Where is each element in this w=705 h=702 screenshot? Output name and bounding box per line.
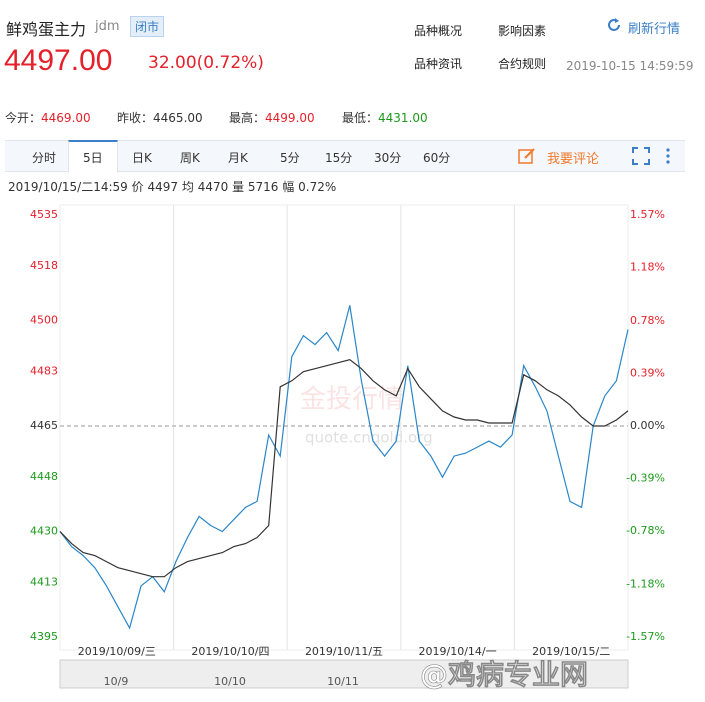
tab[interactable]: 分时 — [32, 151, 57, 165]
series-line — [59, 305, 629, 630]
stat-value: 4499.00 — [265, 111, 315, 125]
stat-value: 4469.00 — [41, 111, 91, 125]
y-tick-label: 4500 — [30, 314, 58, 327]
info-label: 价 — [131, 180, 144, 194]
watermark-url: quote.cngold.org — [305, 429, 433, 447]
y-tick-label: 4518 — [30, 259, 58, 272]
link[interactable]: 合约规则 — [498, 57, 547, 71]
stat: 最低：4431.00 — [342, 111, 428, 125]
active-tab-bg — [68, 140, 118, 173]
stat-label: 昨收 — [117, 111, 142, 125]
y-tick-label: 4430 — [30, 525, 58, 538]
y2-tick-label: 1.18% — [630, 260, 665, 273]
y2-tick-label: 0.39% — [630, 367, 665, 380]
x-tick-label: 2019/10/14/一 — [419, 645, 497, 658]
status-badge: 闭市 — [130, 16, 165, 37]
tab-bar: 分时 5日 日K 周K 月K 5分 15分 30分 60分 我要评论 — [5, 140, 685, 173]
tab[interactable]: 5日 — [83, 151, 103, 165]
tab[interactable]: 日K — [132, 151, 152, 165]
tool-icons[interactable] — [632, 147, 682, 165]
watermark-logo: 金投行情 — [300, 385, 404, 415]
x-tick-label: 2019/10/15/二 — [532, 645, 610, 658]
y-tick-label: 4535 — [30, 208, 58, 221]
tab[interactable]: 30分 — [374, 151, 402, 165]
y2-tick-label: 0.78% — [630, 314, 665, 327]
plot-border — [59, 204, 629, 651]
timestamp: 2019-10-15 14:59:59 — [566, 59, 694, 73]
info-value: 4470 — [197, 180, 229, 194]
info-time: 2019/10/15/二14:59 — [8, 180, 128, 194]
comment[interactable]: 我要评论 — [547, 152, 600, 167]
tab[interactable]: 月K — [228, 151, 248, 165]
watermark: @鸡病专业网 — [420, 658, 588, 691]
series-line — [59, 359, 629, 578]
y-tick-label: 4395 — [30, 630, 58, 643]
y-tick-label: 4465 — [30, 419, 58, 432]
refresh[interactable]: 刷新行情 — [628, 22, 681, 37]
y-tick-label: 4483 — [30, 365, 58, 378]
info-value: 4497 — [147, 180, 179, 194]
link[interactable]: 品种概况 — [414, 24, 463, 38]
y2-tick-label: -1.57% — [626, 630, 665, 643]
tab[interactable]: 周K — [180, 151, 200, 165]
tab[interactable]: 5分 — [280, 151, 300, 165]
navigator-label: 10/11 — [327, 675, 359, 688]
stat-label: 今开 — [5, 111, 30, 125]
price: 4497.00 — [4, 44, 113, 77]
tab[interactable]: 60分 — [423, 151, 451, 165]
stat-label: 最高 — [229, 111, 254, 125]
navigator-label: 10/10 — [214, 675, 246, 688]
link[interactable]: 品种资讯 — [414, 57, 463, 71]
refresh-icon[interactable] — [606, 17, 622, 33]
info-label: 量 — [232, 180, 245, 194]
quote-info: 2019/10/15/二14:59 价 4497 均 4470 量 5716 幅… — [8, 178, 336, 195]
comment-icon[interactable] — [518, 147, 536, 165]
navigator-label: 10/9 — [104, 675, 129, 688]
title: 鲜鸡蛋主力 — [6, 20, 87, 39]
change: 32.00(0.72%) — [148, 53, 264, 73]
y-tick-label: 4413 — [30, 576, 58, 589]
stat-value: 4431.00 — [378, 111, 428, 125]
info-label: 均 — [181, 180, 194, 194]
stat: 昨收：4465.00 — [117, 111, 203, 125]
y2-tick-label: -0.39% — [626, 471, 665, 484]
y2-tick-label: -0.78% — [626, 524, 665, 537]
y2-tick-label: 0.00% — [630, 419, 665, 432]
y-tick-label: 4448 — [30, 470, 58, 483]
info-value: 5716 — [247, 180, 279, 194]
x-tick-label: 2019/10/11/五 — [305, 645, 383, 658]
stat-value: 4465.00 — [153, 111, 203, 125]
stat: 今开：4469.00 — [5, 111, 91, 125]
code: jdm — [95, 19, 120, 34]
stat-label: 最低 — [342, 111, 367, 125]
info-value: 0.72% — [298, 180, 337, 194]
link[interactable]: 影响因素 — [498, 24, 547, 38]
x-tick-label: 2019/10/10/四 — [191, 645, 269, 658]
y2-tick-label: -1.18% — [626, 578, 665, 591]
stat: 最高：4499.00 — [229, 111, 315, 125]
info-label: 幅 — [282, 180, 295, 194]
x-tick-label: 2019/10/09/三 — [78, 645, 156, 658]
y2-tick-label: 1.57% — [630, 208, 665, 221]
tab[interactable]: 15分 — [325, 151, 353, 165]
navigator[interactable] — [59, 659, 629, 689]
